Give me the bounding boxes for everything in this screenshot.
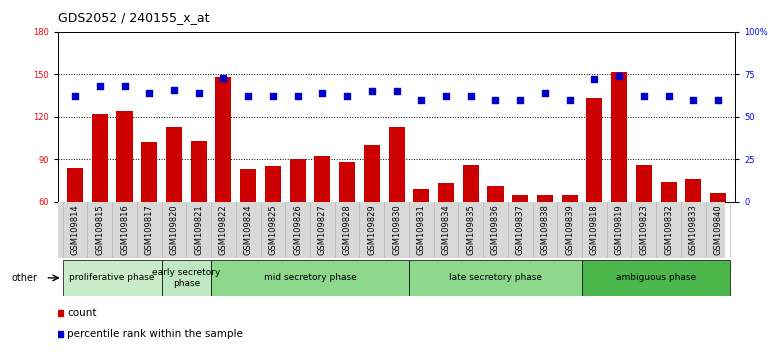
- Point: [217, 75, 229, 81]
- Text: proliferative phase: proliferative phase: [69, 273, 155, 282]
- Point: [366, 88, 378, 94]
- Bar: [582, 260, 731, 296]
- Point: [687, 97, 699, 103]
- Bar: [438, 183, 454, 287]
- Point: [539, 90, 551, 96]
- Bar: [339, 162, 355, 287]
- Text: GSM109831: GSM109831: [417, 205, 426, 255]
- Point: [143, 90, 156, 96]
- Point: [242, 93, 254, 99]
- Text: GSM109838: GSM109838: [541, 205, 550, 256]
- Bar: [116, 111, 132, 287]
- Point: [588, 76, 601, 82]
- Bar: [413, 189, 430, 287]
- Text: GSM109834: GSM109834: [441, 205, 450, 255]
- Point: [489, 97, 501, 103]
- Text: GSM109820: GSM109820: [169, 205, 179, 255]
- Text: GSM109814: GSM109814: [71, 205, 79, 255]
- Point: [464, 93, 477, 99]
- Bar: [409, 260, 582, 296]
- Bar: [92, 114, 108, 287]
- Bar: [62, 260, 162, 296]
- Point: [262, 41, 274, 47]
- Bar: [363, 145, 380, 287]
- Point: [262, 234, 274, 240]
- Bar: [166, 127, 182, 287]
- Point: [390, 88, 403, 94]
- Text: GSM109816: GSM109816: [120, 205, 129, 255]
- Text: GSM109832: GSM109832: [664, 205, 673, 255]
- Point: [119, 84, 131, 89]
- Bar: [561, 195, 578, 287]
- Point: [662, 93, 675, 99]
- Text: GDS2052 / 240155_x_at: GDS2052 / 240155_x_at: [58, 11, 209, 24]
- Text: GSM109836: GSM109836: [491, 205, 500, 256]
- Text: GSM109830: GSM109830: [392, 205, 401, 255]
- Bar: [211, 260, 409, 296]
- Bar: [290, 159, 306, 287]
- Point: [266, 93, 279, 99]
- Text: GSM109818: GSM109818: [590, 205, 599, 255]
- Bar: [314, 156, 330, 287]
- Bar: [240, 169, 256, 287]
- Point: [341, 93, 353, 99]
- Text: GSM109823: GSM109823: [639, 205, 648, 255]
- Bar: [67, 168, 83, 287]
- Point: [192, 90, 205, 96]
- Bar: [162, 260, 211, 296]
- Text: GSM109840: GSM109840: [714, 205, 722, 255]
- Bar: [512, 195, 528, 287]
- Text: GSM109822: GSM109822: [219, 205, 228, 255]
- Text: other: other: [12, 273, 38, 283]
- Point: [316, 90, 329, 96]
- Text: GSM109817: GSM109817: [145, 205, 154, 255]
- Text: GSM109821: GSM109821: [194, 205, 203, 255]
- Point: [69, 93, 81, 99]
- Text: GSM109839: GSM109839: [565, 205, 574, 255]
- Text: GSM109828: GSM109828: [343, 205, 352, 255]
- Bar: [685, 179, 701, 287]
- Point: [613, 73, 625, 79]
- Text: count: count: [68, 308, 97, 318]
- Point: [514, 97, 527, 103]
- Point: [638, 93, 650, 99]
- Text: GSM109819: GSM109819: [614, 205, 624, 255]
- Bar: [636, 165, 652, 287]
- Text: GSM109824: GSM109824: [243, 205, 253, 255]
- Bar: [611, 72, 627, 287]
- Bar: [710, 193, 726, 287]
- Text: percentile rank within the sample: percentile rank within the sample: [68, 329, 243, 339]
- Bar: [661, 182, 677, 287]
- Text: GSM109825: GSM109825: [269, 205, 277, 255]
- Point: [440, 93, 452, 99]
- Bar: [537, 195, 553, 287]
- Point: [94, 84, 106, 89]
- Point: [415, 97, 427, 103]
- Point: [168, 87, 180, 92]
- Text: GSM109829: GSM109829: [367, 205, 377, 255]
- Bar: [216, 77, 232, 287]
- Bar: [586, 98, 602, 287]
- Point: [292, 93, 304, 99]
- Bar: [389, 127, 404, 287]
- Text: ambiguous phase: ambiguous phase: [616, 273, 696, 282]
- Point: [564, 97, 576, 103]
- Text: GSM109833: GSM109833: [689, 205, 698, 256]
- Point: [712, 97, 725, 103]
- Bar: [487, 186, 504, 287]
- Text: GSM109826: GSM109826: [293, 205, 302, 255]
- Text: GSM109815: GSM109815: [95, 205, 104, 255]
- Text: GSM109837: GSM109837: [516, 205, 524, 256]
- Text: mid secretory phase: mid secretory phase: [263, 273, 357, 282]
- Bar: [463, 165, 479, 287]
- Bar: [141, 142, 157, 287]
- Bar: [265, 166, 281, 287]
- Text: late secretory phase: late secretory phase: [449, 273, 542, 282]
- Text: early secretory
phase: early secretory phase: [152, 268, 220, 287]
- Text: GSM109835: GSM109835: [467, 205, 475, 255]
- Text: GSM109827: GSM109827: [318, 205, 326, 255]
- Bar: [191, 141, 207, 287]
